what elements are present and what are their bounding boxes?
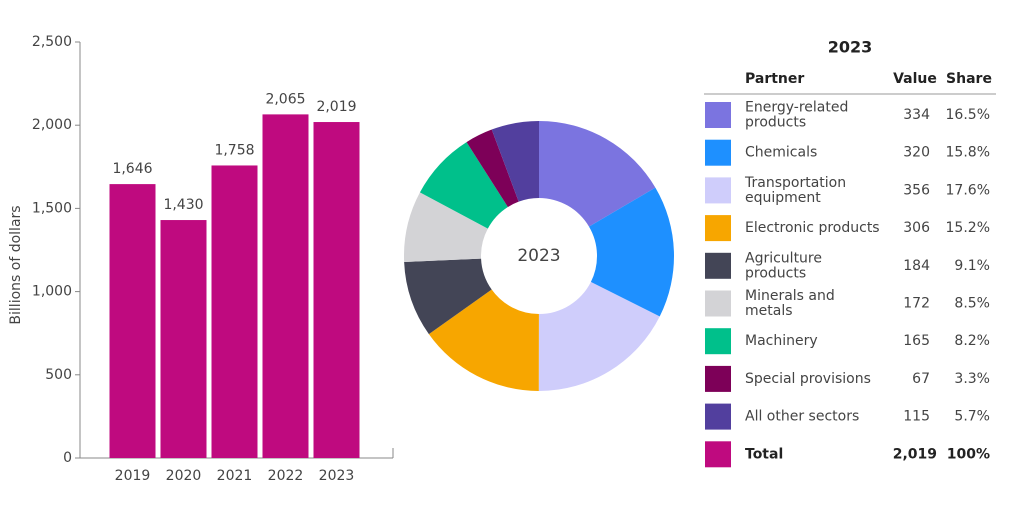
value-cell: 115 bbox=[903, 409, 930, 425]
value-label: 2,065 bbox=[265, 91, 305, 107]
y-tick-label: 2,000 bbox=[32, 117, 72, 133]
x-tick-label: 2023 bbox=[319, 468, 355, 484]
share-cell: 8.5% bbox=[954, 296, 990, 312]
total-value: 2,019 bbox=[893, 446, 937, 462]
value-cell: 334 bbox=[903, 107, 930, 123]
bar bbox=[109, 184, 156, 459]
partner-label: All other sectors bbox=[745, 409, 859, 425]
value-label: 1,758 bbox=[214, 142, 254, 158]
y-tick-label: 1,500 bbox=[32, 200, 72, 216]
legend-swatch bbox=[705, 177, 731, 204]
share-cell: 8.2% bbox=[954, 333, 990, 349]
bar bbox=[262, 114, 309, 458]
total-share: 100% bbox=[947, 446, 990, 462]
value-cell: 172 bbox=[903, 296, 930, 312]
legend-swatch bbox=[705, 215, 731, 242]
donut-slice bbox=[428, 289, 539, 391]
donut-slice bbox=[419, 142, 508, 229]
bar bbox=[160, 220, 207, 458]
value-cell: 184 bbox=[903, 258, 930, 274]
partner-label: Agriculture products bbox=[745, 250, 822, 281]
share-cell: 3.3% bbox=[954, 371, 990, 387]
value-cell: 67 bbox=[912, 371, 930, 387]
y-tick-label: 1,000 bbox=[32, 284, 72, 300]
value-label: 2,019 bbox=[316, 99, 356, 115]
legend-swatch bbox=[705, 139, 731, 166]
partner-label: Machinery bbox=[745, 333, 818, 349]
partner-label: Special provisions bbox=[745, 371, 871, 387]
value-cell: 165 bbox=[903, 333, 930, 349]
share-cell: 17.6% bbox=[946, 182, 990, 198]
value-cell: 320 bbox=[903, 145, 930, 161]
value-label: 1,430 bbox=[163, 197, 203, 213]
share-cell: 5.7% bbox=[954, 409, 990, 425]
partner-label: Energy-related products bbox=[745, 100, 848, 131]
value-cell: 306 bbox=[903, 220, 930, 236]
legend-swatch bbox=[705, 290, 731, 317]
value-cell: 356 bbox=[903, 182, 930, 198]
share-cell: 16.5% bbox=[946, 107, 990, 123]
donut-slice bbox=[538, 281, 660, 392]
donut-slice bbox=[539, 121, 656, 227]
y-axis-label: Billions of dollars bbox=[8, 205, 24, 324]
y-tick-label: 2,500 bbox=[32, 34, 72, 50]
x-tick-label: 2021 bbox=[217, 468, 253, 484]
donut-slice bbox=[404, 258, 492, 335]
total-label: Total bbox=[745, 446, 783, 462]
column-header: Value bbox=[893, 71, 937, 87]
bar bbox=[313, 122, 360, 459]
donut-slice bbox=[466, 129, 519, 208]
bar bbox=[211, 165, 258, 458]
partner-label: Transportation equipment bbox=[744, 175, 846, 206]
x-tick-label: 2020 bbox=[166, 468, 202, 484]
legend-swatch bbox=[705, 441, 731, 468]
share-cell: 15.8% bbox=[946, 145, 990, 161]
donut-center-label: 2023 bbox=[517, 246, 560, 266]
column-header: Share bbox=[946, 71, 992, 87]
partner-label: Chemicals bbox=[745, 145, 817, 161]
legend-swatch bbox=[705, 365, 731, 392]
share-cell: 15.2% bbox=[946, 220, 990, 236]
legend-swatch bbox=[705, 403, 731, 430]
y-tick-label: 0 bbox=[63, 450, 72, 466]
y-tick-label: 500 bbox=[45, 367, 72, 383]
legend-swatch bbox=[705, 252, 731, 279]
partner-label: Electronic products bbox=[745, 220, 880, 236]
table-title: 2023 bbox=[828, 38, 873, 57]
donut-slice bbox=[491, 121, 539, 202]
value-label: 1,646 bbox=[112, 161, 152, 177]
donut-slice bbox=[589, 187, 674, 317]
legend-swatch bbox=[705, 102, 731, 128]
legend-swatch bbox=[705, 328, 731, 355]
column-header: Partner bbox=[745, 71, 804, 87]
x-tick-label: 2019 bbox=[115, 468, 151, 484]
donut-slice bbox=[403, 192, 488, 262]
share-cell: 9.1% bbox=[954, 258, 990, 274]
x-tick-label: 2022 bbox=[268, 468, 304, 484]
partner-label: Minerals and metals bbox=[745, 288, 835, 319]
